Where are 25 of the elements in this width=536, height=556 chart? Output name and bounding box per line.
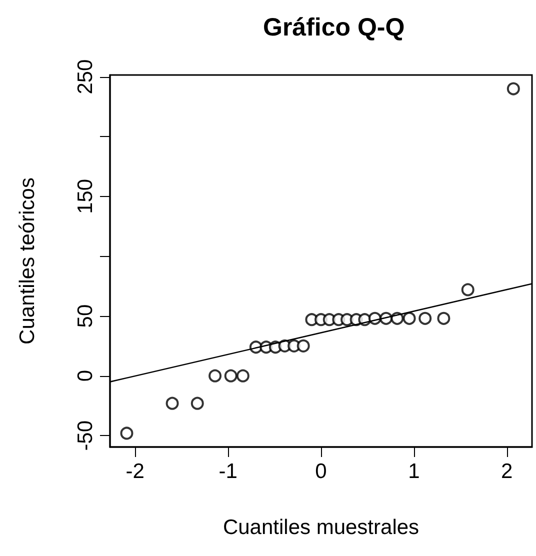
x-tick-label: 2 bbox=[501, 460, 513, 483]
y-tick-label: 250 bbox=[74, 59, 97, 94]
y-tick-label: -50 bbox=[74, 420, 97, 451]
point bbox=[506, 82, 520, 96]
chart-title: Gráfico Q-Q bbox=[263, 14, 405, 42]
point bbox=[461, 283, 474, 296]
point bbox=[402, 312, 416, 325]
x-tick-label: 0 bbox=[315, 460, 327, 483]
point bbox=[166, 396, 179, 410]
point bbox=[224, 369, 238, 382]
point bbox=[296, 339, 310, 352]
x-axis-title: Cuantiles muestrales bbox=[222, 516, 420, 539]
x-tick-label: 1 bbox=[408, 460, 420, 483]
point bbox=[418, 312, 432, 325]
point bbox=[208, 369, 222, 382]
x-tick-label: -2 bbox=[126, 460, 144, 483]
point bbox=[437, 312, 450, 325]
y-tick-label: 150 bbox=[74, 178, 97, 214]
point bbox=[190, 396, 204, 410]
point bbox=[120, 426, 134, 440]
x-tick-label: -1 bbox=[218, 460, 238, 483]
y-axis-title: Cuantiles teóricos bbox=[16, 178, 39, 344]
point bbox=[236, 369, 250, 382]
y-tick-label: 0 bbox=[74, 370, 97, 382]
y-tick-label: 50 bbox=[74, 304, 97, 328]
